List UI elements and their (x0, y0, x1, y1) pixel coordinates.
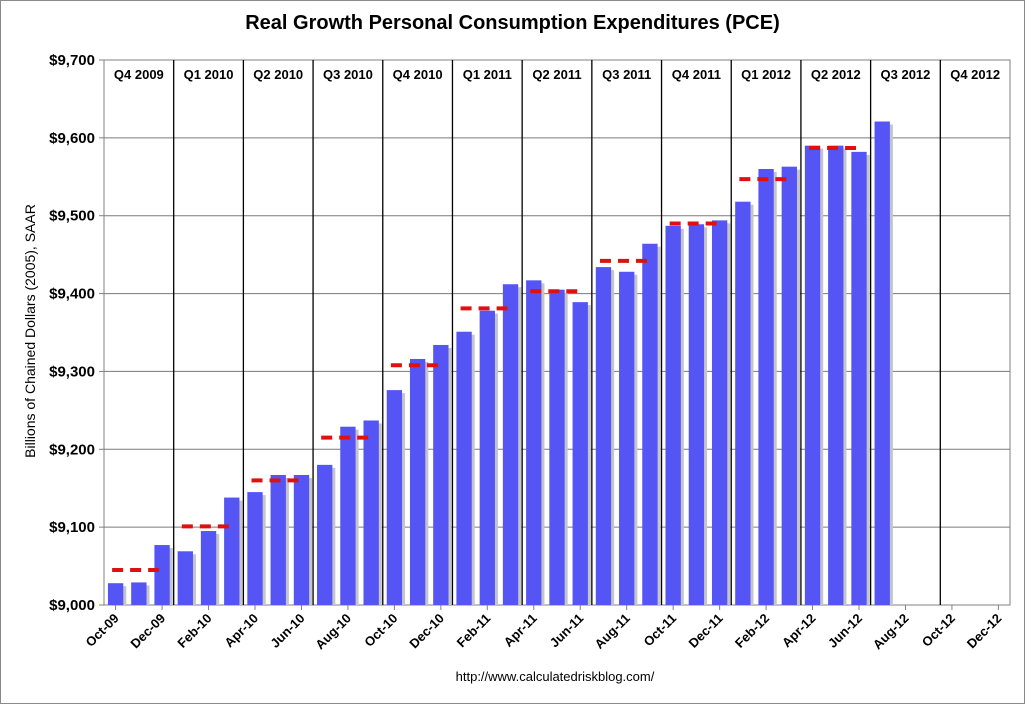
x-tick-label: Dec-12 (964, 611, 1005, 652)
bar (572, 302, 588, 605)
bar (247, 492, 263, 605)
quarter-label: Q2 2010 (253, 67, 303, 82)
bar (781, 166, 797, 605)
bar (851, 151, 867, 605)
y-tick-label: $9,600 (49, 130, 95, 147)
x-tick-label: Oct-12 (919, 611, 958, 650)
bar (224, 497, 240, 605)
bar (804, 145, 821, 605)
bar (665, 225, 681, 606)
x-tick-label: Jun-11 (547, 611, 587, 651)
bar (828, 145, 844, 605)
x-tick-label: Apr-11 (501, 611, 540, 650)
bar (874, 121, 890, 605)
bar (642, 243, 658, 605)
quarter-label: Q4 2009 (114, 67, 164, 82)
bar (619, 271, 635, 605)
x-tick-label: Apr-12 (779, 611, 819, 651)
quarter-label: Q1 2011 (463, 67, 512, 82)
quarter-label: Q1 2012 (741, 67, 791, 82)
y-tick-label: $9,500 (49, 208, 95, 225)
x-tick-label: Aug-10 (312, 611, 354, 653)
bar (177, 551, 193, 605)
quarter-label: Q4 2012 (950, 67, 1000, 82)
bar (711, 220, 728, 605)
x-tick-label: Feb-12 (732, 611, 772, 651)
x-tick-label: Dec-09 (127, 611, 168, 652)
bar (735, 201, 751, 605)
bar (433, 344, 449, 605)
bar (200, 531, 217, 605)
quarter-label: Q4 2010 (393, 67, 443, 82)
quarter-label: Q3 2012 (881, 67, 931, 82)
x-tick-label: Oct-10 (361, 611, 400, 650)
bar (317, 464, 333, 605)
x-tick-label: Oct-11 (641, 611, 680, 650)
bar (131, 582, 147, 605)
x-tick-label: Jun-10 (267, 611, 307, 651)
bar (270, 474, 286, 605)
quarter-label: Q4 2011 (672, 67, 721, 82)
quarter-label: Q1 2010 (184, 67, 234, 82)
x-tick-label: Aug-12 (870, 611, 912, 653)
y-tick-label: $9,400 (49, 286, 95, 303)
x-tick-label: Oct-09 (83, 611, 122, 650)
x-tick-label: Feb-10 (174, 611, 214, 651)
bar (363, 420, 379, 605)
bar (549, 289, 565, 605)
bar (293, 474, 310, 605)
bar (154, 545, 170, 605)
y-tick-label: $9,200 (49, 441, 95, 458)
x-tick-label: Jun-12 (825, 611, 865, 651)
chart-title: Real Growth Personal Consumption Expendi… (245, 12, 780, 34)
quarter-label: Q2 2012 (811, 67, 861, 82)
y-tick-label: $9,000 (49, 597, 95, 614)
bar (479, 310, 495, 605)
bar (107, 583, 124, 605)
x-tick-label: Feb-11 (454, 611, 494, 651)
bar (758, 169, 774, 605)
quarter-label: Q2 2011 (532, 67, 581, 82)
quarter-label: Q3 2010 (323, 67, 373, 82)
bar (688, 224, 705, 605)
y-tick-label: $9,300 (49, 363, 95, 380)
bar (340, 426, 356, 605)
bar (595, 267, 612, 605)
x-tick-label: Apr-10 (221, 611, 261, 651)
bar (526, 280, 542, 605)
x-tick-label: Aug-11 (592, 611, 633, 652)
bar (409, 358, 426, 605)
bar (386, 390, 403, 605)
x-tick-label: Dec-10 (406, 611, 447, 652)
y-tick-label: $9,700 (49, 52, 95, 69)
bar (456, 331, 472, 605)
bar (502, 284, 519, 605)
x-tick-label: Dec-11 (685, 611, 725, 651)
y-tick-label: $9,100 (49, 519, 95, 536)
source-url: http://www.calculatedriskblog.com/ (455, 669, 655, 684)
quarter-label: Q3 2011 (602, 67, 651, 82)
